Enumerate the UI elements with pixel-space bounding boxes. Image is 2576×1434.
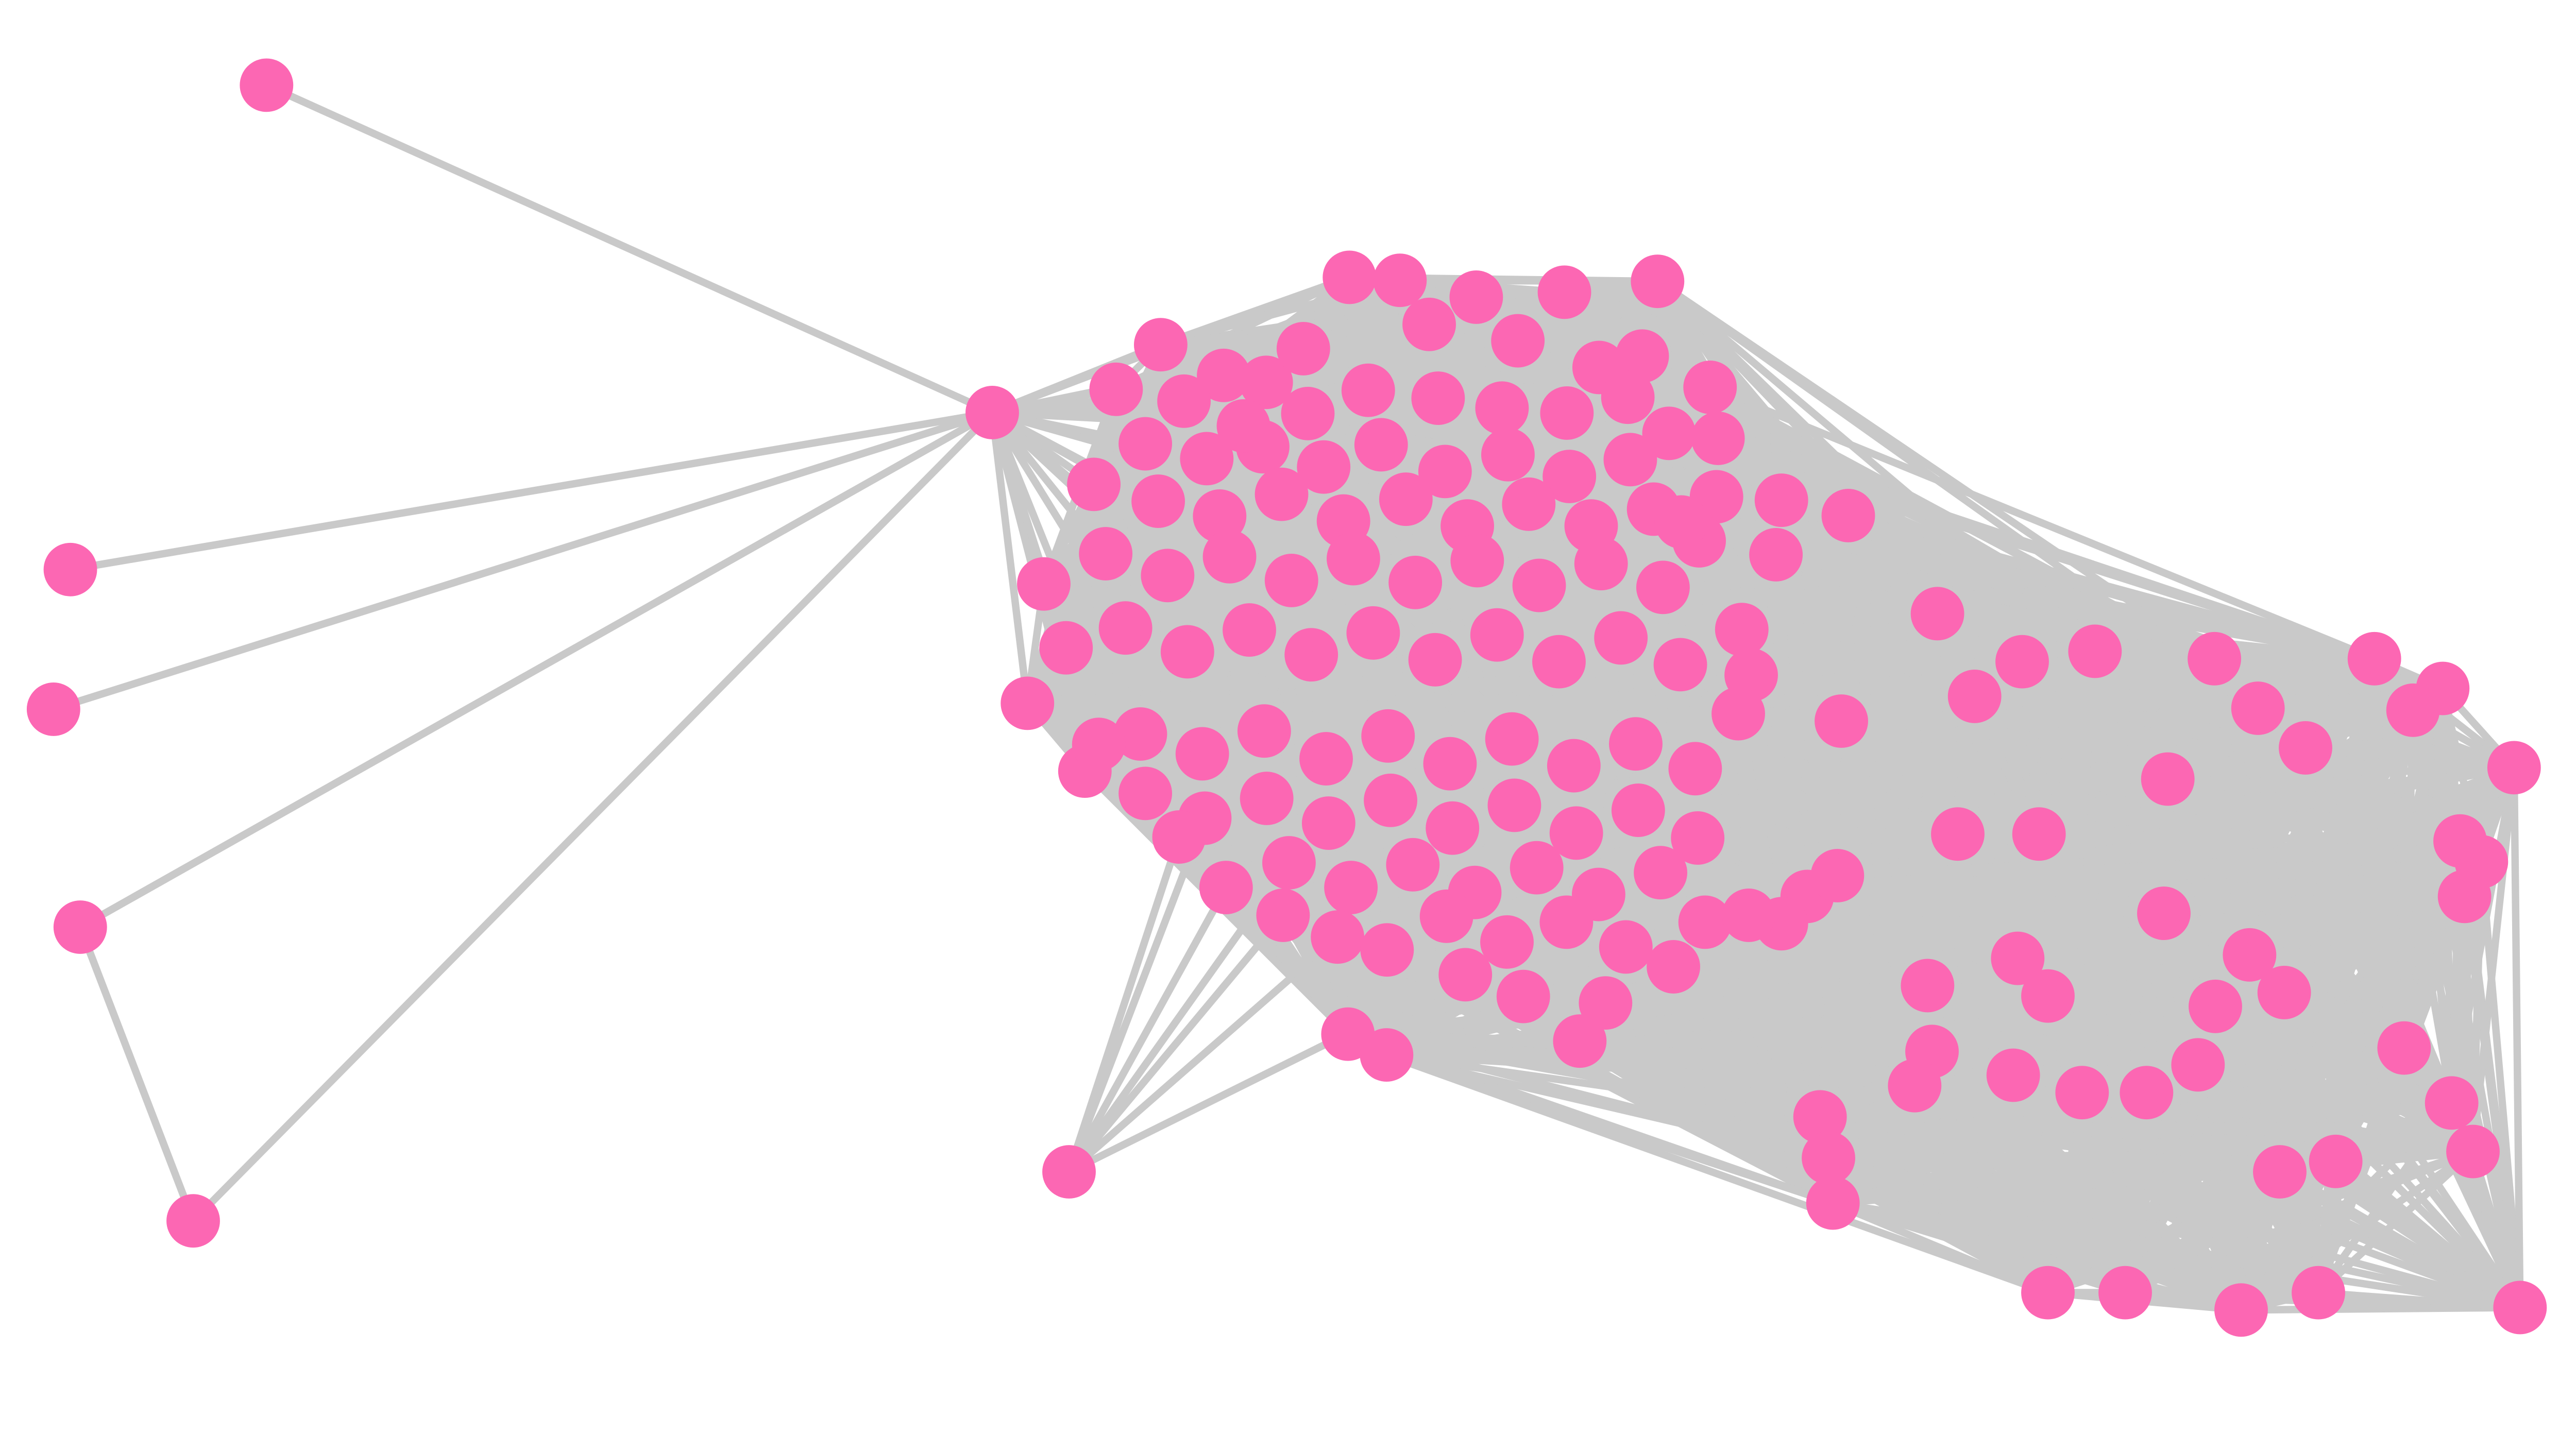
graph-edge: [263, 81, 996, 417]
graph-edge: [2237, 1304, 2524, 1314]
figure-canvas: [26, 58, 2547, 1337]
graph-edge: [1065, 833, 1183, 1176]
graph-edge: [2314, 1289, 2524, 1311]
graph-edge: [189, 408, 996, 1225]
graph-edge: [2276, 1168, 2524, 1311]
graph-edge: [1706, 383, 2378, 663]
edges-layer: [49, 81, 2524, 1314]
graph-edge: [1065, 883, 1230, 1176]
graph-edge: [66, 408, 996, 573]
graph-edge: [988, 408, 1031, 707]
graph-edge: [1396, 277, 1662, 285]
graph-edge: [76, 923, 197, 1225]
network-graph: [26, 58, 2547, 1337]
graph-edge: [1065, 911, 1287, 1176]
graph-edge: [49, 408, 996, 713]
graph-edge: [76, 408, 996, 931]
graph-edge: [1714, 434, 2378, 663]
graph-edge: [2510, 764, 2524, 1311]
